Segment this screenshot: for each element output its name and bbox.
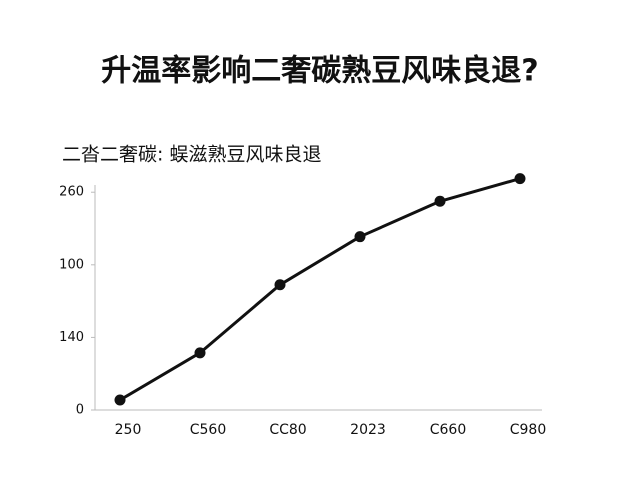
point (114, 394, 126, 406)
point (434, 195, 446, 207)
x-tick-label: C660 (430, 422, 467, 438)
y-tick-label: 140 (59, 330, 84, 345)
y-tick-label: 260 (59, 185, 84, 200)
x-tick-label: CC80 (269, 422, 306, 438)
point (514, 173, 526, 185)
x-tick-label: 2023 (350, 422, 386, 438)
point (354, 231, 366, 243)
line (119, 177, 521, 402)
point (194, 347, 206, 359)
chart-title: 升温率影响二奢碳熟豆风味良退? (101, 54, 538, 89)
x-tick-label: C560 (190, 422, 227, 438)
point (274, 279, 286, 291)
x-tick-label: C980 (510, 422, 547, 438)
y-tick-label: 100 (59, 257, 84, 272)
x-tick-label: 250 (115, 422, 142, 438)
y-tick-label: 0 (76, 403, 84, 418)
chart-subtitle: 二沓二奢碳: 蜈滋熟豆风味良退 (62, 144, 321, 166)
